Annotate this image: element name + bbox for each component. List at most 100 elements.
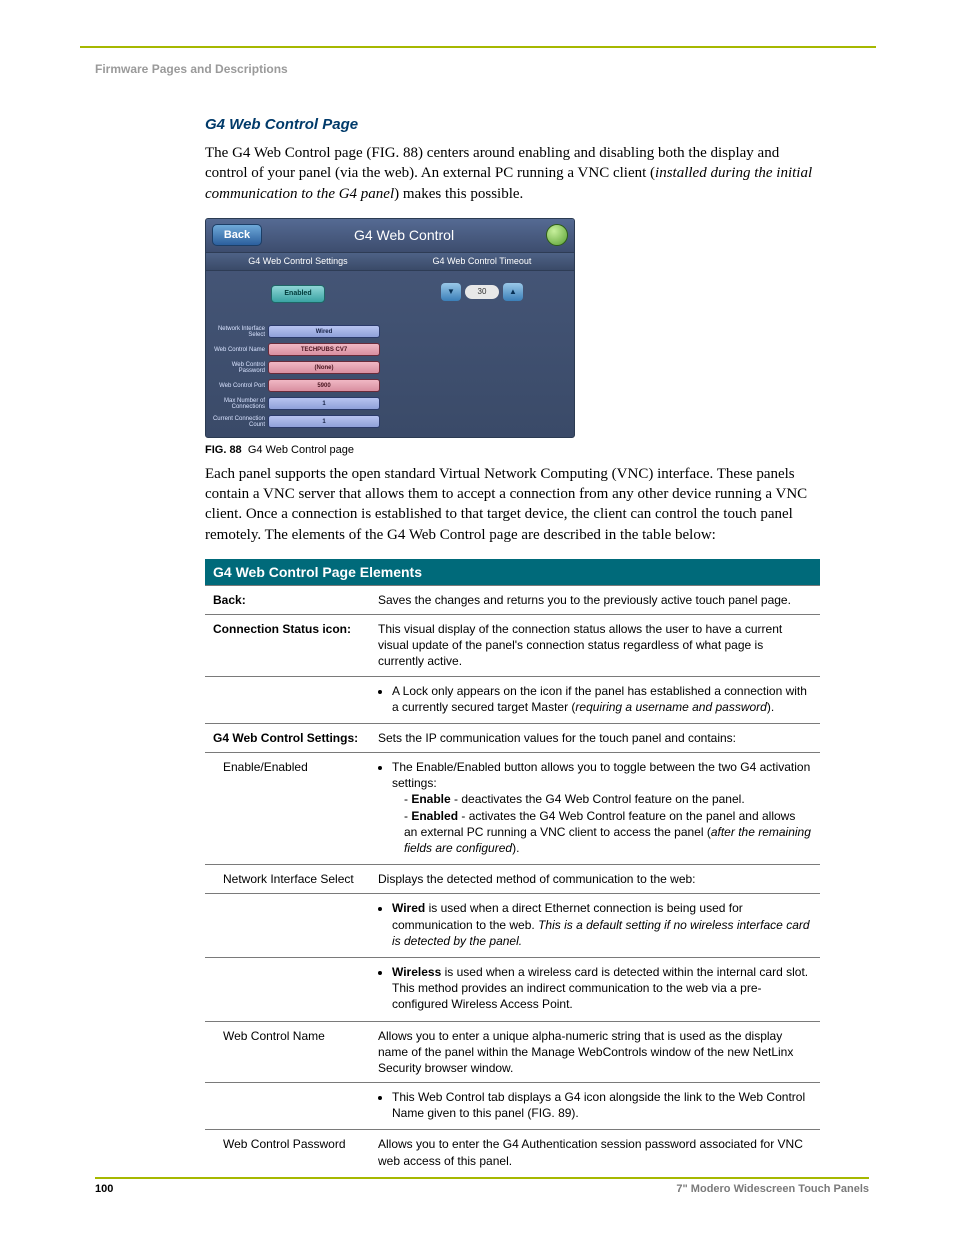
csi-b1-i: requiring a username and password <box>575 700 766 714</box>
back-button[interactable]: Back <box>212 224 262 246</box>
doc-title: 7" Modero Widescreen Touch Panels <box>676 1183 869 1195</box>
timeout-control: ▼ 30 ▲ <box>441 283 523 301</box>
settings-row-label: Web Control Name <box>206 347 268 353</box>
en-s1c: - deactivates the G4 Web Control feature… <box>451 792 745 806</box>
cell-csi-v1: This visual display of the connection st… <box>370 614 820 676</box>
timeout-down-button[interactable]: ▼ <box>441 283 461 301</box>
row-wcn-b1: This Web Control tab displays a G4 icon … <box>205 1083 820 1130</box>
split-pane: G4 Web Control Settings Enabled Network … <box>206 253 574 437</box>
csi-b1-b: ). <box>767 700 774 714</box>
settings-row: Web Control NameTECHPUBS CV7 <box>206 341 390 359</box>
intro-paragraph-2: Each panel supports the open standard Vi… <box>205 464 820 545</box>
intro-paragraph-1: The G4 Web Control page (FIG. 88) center… <box>205 143 820 204</box>
settings-row-value[interactable]: Wired <box>268 325 380 338</box>
figure-caption: FIG. 88 G4 Web Control page <box>205 444 820 456</box>
p1-b: ) makes this possible. <box>394 186 523 202</box>
en-bullet: The Enable/Enabled button allows you to … <box>392 759 812 856</box>
en-s1b: Enable <box>411 792 450 806</box>
wcn-bullet: This Web Control tab displays a G4 icon … <box>392 1089 812 1121</box>
left-sub-header: G4 Web Control Settings <box>206 253 390 271</box>
cell-wcn-v: Allows you to enter a unique alpha-numer… <box>370 1021 820 1083</box>
settings-row-label: Network Interface Select <box>206 326 268 338</box>
figure-88: Back G4 Web Control G4 Web Control Setti… <box>205 218 820 456</box>
row-conn-status-bullet: A Lock only appears on the icon if the p… <box>205 676 820 723</box>
csi-bullet: A Lock only appears on the icon if the p… <box>392 683 812 715</box>
cell-csi-k: Connection Status icon: <box>205 614 370 676</box>
row-nis-b2: Wireless is used when a wireless card is… <box>205 957 820 1021</box>
settings-row: Current Connection Count1 <box>206 413 390 431</box>
right-pane: G4 Web Control Timeout ▼ 30 ▲ <box>390 253 574 437</box>
settings-row-label: Web Control Password <box>206 362 268 374</box>
en-sub1: - Enable - deactivates the G4 Web Contro… <box>392 791 812 807</box>
nis-b2-a: Wireless <box>392 965 441 979</box>
page-footer: 100 7" Modero Widescreen Touch Panels <box>95 1177 869 1195</box>
row-g4-settings: G4 Web Control Settings: Sets the IP com… <box>205 723 820 752</box>
timeout-value: 30 <box>465 285 499 299</box>
cell-csi-k2 <box>205 676 370 723</box>
cell-back-k: Back: <box>205 585 370 614</box>
settings-row-value[interactable]: 1 <box>268 415 380 428</box>
top-rule <box>80 46 876 48</box>
en-b1: The Enable/Enabled button allows you to … <box>392 760 810 790</box>
cell-en-k: Enable/Enabled <box>205 753 370 865</box>
table-title: G4 Web Control Page Elements <box>205 559 820 586</box>
cell-csi-b1: A Lock only appears on the icon if the p… <box>370 676 820 723</box>
cell-wcn-k2 <box>205 1083 370 1130</box>
section-heading: G4 Web Control Page <box>205 116 820 133</box>
settings-row-value[interactable]: 1 <box>268 397 380 410</box>
row-nis-b1: Wired is used when a direct Ethernet con… <box>205 894 820 958</box>
connection-status-icon <box>546 224 568 246</box>
row-nis: Network Interface Select Displays the de… <box>205 865 820 894</box>
settings-row-value[interactable]: 5900 <box>268 379 380 392</box>
nis-bullet-wireless: Wireless is used when a wireless card is… <box>392 964 812 1013</box>
cell-en-v: The Enable/Enabled button allows you to … <box>370 753 820 865</box>
row-wcp: Web Control Password Allows you to enter… <box>205 1130 820 1175</box>
page: Firmware Pages and Descriptions G4 Web C… <box>0 0 954 1235</box>
cell-nis-k: Network Interface Select <box>205 865 370 894</box>
left-pane: G4 Web Control Settings Enabled Network … <box>206 253 390 437</box>
en-s2d: ). <box>512 841 519 855</box>
en-s2b: Enabled <box>411 809 458 823</box>
cell-nis-v: Displays the detected method of communic… <box>370 865 820 894</box>
running-header: Firmware Pages and Descriptions <box>95 62 869 76</box>
row-wcn: Web Control Name Allows you to enter a u… <box>205 1021 820 1083</box>
nis-bullet-wired: Wired is used when a direct Ethernet con… <box>392 900 812 949</box>
settings-row-value[interactable]: (None) <box>268 361 380 374</box>
settings-row-value[interactable]: TECHPUBS CV7 <box>268 343 380 356</box>
settings-row: Web Control Port5900 <box>206 377 390 395</box>
settings-rows: Network Interface SelectWiredWeb Control… <box>206 323 390 431</box>
cell-wcp-v: Allows you to enter the G4 Authenticatio… <box>370 1130 820 1175</box>
cell-nis-k3 <box>205 957 370 1021</box>
cell-g4s-v: Sets the IP communication values for the… <box>370 723 820 752</box>
row-conn-status: Connection Status icon: This visual disp… <box>205 614 820 676</box>
row-enable: Enable/Enabled The Enable/Enabled button… <box>205 753 820 865</box>
g4-screenshot: Back G4 Web Control G4 Web Control Setti… <box>205 218 575 438</box>
settings-row-label: Web Control Port <box>206 383 268 389</box>
cell-nis-b2: Wireless is used when a wireless card is… <box>370 957 820 1021</box>
figure-label: FIG. 88 <box>205 444 242 456</box>
cell-wcn-b1: This Web Control tab displays a G4 icon … <box>370 1083 820 1130</box>
content-column: G4 Web Control Page The G4 Web Control p… <box>205 116 820 1175</box>
settings-row-label: Max Number of Connections <box>206 398 268 410</box>
window-title: G4 Web Control <box>262 227 546 243</box>
cell-nis-k2 <box>205 894 370 958</box>
timeout-up-button[interactable]: ▲ <box>503 283 523 301</box>
settings-row: Web Control Password(None) <box>206 359 390 377</box>
right-sub-header: G4 Web Control Timeout <box>390 253 574 271</box>
page-number: 100 <box>95 1183 113 1195</box>
figure-caption-text: G4 Web Control page <box>248 444 354 456</box>
en-sub2: - Enabled - activates the G4 Web Control… <box>392 808 812 857</box>
enabled-toggle[interactable]: Enabled <box>271 285 325 303</box>
settings-row: Network Interface SelectWired <box>206 323 390 341</box>
table-header-row: G4 Web Control Page Elements <box>205 559 820 586</box>
cell-nis-b1: Wired is used when a direct Ethernet con… <box>370 894 820 958</box>
cell-g4s-k: G4 Web Control Settings: <box>205 723 370 752</box>
nis-b1-a: Wired <box>392 901 425 915</box>
cell-wcn-k: Web Control Name <box>205 1021 370 1083</box>
cell-wcp-k: Web Control Password <box>205 1130 370 1175</box>
elements-table: G4 Web Control Page Elements Back: Saves… <box>205 559 820 1175</box>
nis-b2-b: is used when a wireless card is detected… <box>392 965 808 1011</box>
cell-back-v: Saves the changes and returns you to the… <box>370 585 820 614</box>
row-back: Back: Saves the changes and returns you … <box>205 585 820 614</box>
settings-row-label: Current Connection Count <box>206 416 268 428</box>
